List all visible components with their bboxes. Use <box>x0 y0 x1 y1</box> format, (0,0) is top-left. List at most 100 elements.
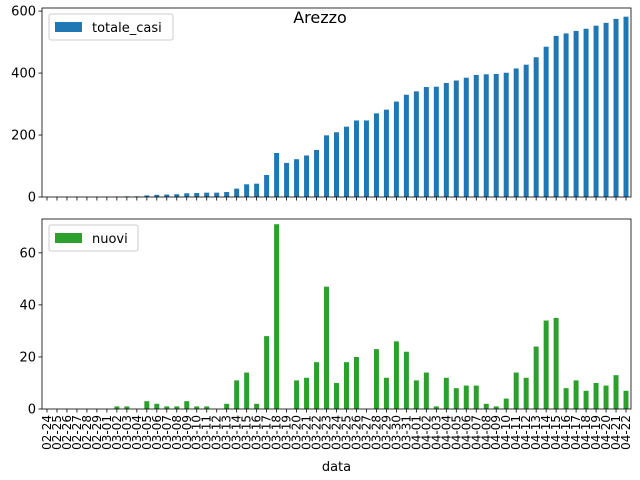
bar-nuovi-03-23 <box>324 286 330 409</box>
bar-totale_casi-04-16 <box>563 33 569 197</box>
bar-totale_casi-04-02 <box>423 87 429 197</box>
bar-nuovi-03-31 <box>403 351 409 409</box>
legend-label: nuovi <box>92 232 128 247</box>
x-tick-label: 03-17 <box>260 415 274 450</box>
x-tick-label: 03-07 <box>160 415 174 450</box>
bar-totale_casi-04-22 <box>623 16 629 198</box>
x-tick-label: 03-04 <box>130 415 144 450</box>
bar-totale_casi-03-28 <box>373 113 379 197</box>
bar-totale_casi-04-11 <box>513 68 519 197</box>
x-tick-label: 03-10 <box>190 415 204 450</box>
x-tick-label: 04-02 <box>419 415 433 450</box>
bar-nuovi-03-22 <box>314 362 320 409</box>
bar-nuovi-04-03 <box>433 406 439 409</box>
bar-totale_casi-03-09 <box>184 193 190 197</box>
x-tick-label: 03-03 <box>120 415 134 450</box>
bar-totale_casi-04-21 <box>613 18 619 198</box>
x-tick-label: 03-30 <box>389 415 403 450</box>
x-tick-label: 03-14 <box>230 415 244 450</box>
x-tick-label: 03-29 <box>379 415 393 450</box>
bar-totale_casi-03-10 <box>194 192 200 197</box>
x-tick-label: 04-05 <box>449 415 463 450</box>
x-tick-label: 03-26 <box>349 415 363 450</box>
bar-nuovi-03-08 <box>174 406 180 409</box>
bar-totale_casi-04-19 <box>593 25 599 197</box>
x-tick-label: 03-05 <box>140 415 154 450</box>
x-tick-label: 04-20 <box>599 415 613 450</box>
bar-totale_casi-03-11 <box>204 192 210 197</box>
bar-nuovi-04-07 <box>473 385 479 409</box>
bar-nuovi-04-17 <box>573 380 579 409</box>
bar-nuovi-04-05 <box>453 388 459 409</box>
bar-totale_casi-04-05 <box>453 80 459 197</box>
panel-2: 020406002-2402-2502-2602-2702-2802-2903-… <box>19 218 633 475</box>
bar-nuovi-04-16 <box>563 388 569 409</box>
bar-nuovi-03-16 <box>254 403 260 409</box>
x-tick-label: 03-28 <box>369 415 383 450</box>
x-tick-label: 03-19 <box>280 415 294 450</box>
bar-totale_casi-04-07 <box>473 74 479 197</box>
x-tick-label: 02-26 <box>60 415 74 450</box>
x-tick-label: 03-24 <box>330 415 344 450</box>
x-tick-label: 04-04 <box>439 415 453 450</box>
y-tick-label: 600 <box>11 5 36 20</box>
bar-totale_casi-03-17 <box>264 175 270 197</box>
bar-totale_casi-04-01 <box>413 91 419 197</box>
x-tick-label: 04-17 <box>569 415 583 450</box>
x-tick-label: 03-27 <box>359 415 373 450</box>
x-tick-label: 02-27 <box>70 415 84 450</box>
bar-nuovi-03-21 <box>304 377 310 409</box>
x-tick-label: 03-09 <box>180 415 194 450</box>
bar-nuovi-03-05 <box>144 401 150 409</box>
bar-nuovi-04-08 <box>483 403 489 409</box>
bar-nuovi-04-11 <box>513 372 519 409</box>
bar-totale_casi-04-04 <box>443 82 449 197</box>
bar-nuovi-03-13 <box>224 403 230 409</box>
x-tick-label: 04-16 <box>559 415 573 450</box>
bar-totale_casi-03-14 <box>234 188 240 197</box>
bar-totale_casi-03-16 <box>254 183 260 197</box>
x-tick-label: 02-24 <box>40 415 54 450</box>
x-tick-label: 04-18 <box>579 415 593 450</box>
x-tick-label: 03-20 <box>290 415 304 450</box>
bar-totale_casi-03-06 <box>154 194 160 197</box>
bar-totale_casi-03-18 <box>274 153 280 197</box>
x-tick-label: 02-28 <box>80 415 94 450</box>
bar-totale_casi-04-09 <box>493 74 499 197</box>
bar-totale_casi-04-15 <box>553 35 559 197</box>
figure-title: Arezzo <box>293 8 347 27</box>
bar-totale_casi-03-26 <box>353 120 359 197</box>
x-tick-label: 03-13 <box>220 415 234 450</box>
x-tick-label: 04-01 <box>409 415 423 450</box>
bar-nuovi-04-06 <box>463 385 469 409</box>
bar-nuovi-03-25 <box>343 362 349 409</box>
bar-nuovi-04-02 <box>423 372 429 409</box>
bar-totale_casi-04-13 <box>533 57 539 198</box>
bar-totale_casi-04-06 <box>463 77 469 197</box>
legend-swatch <box>55 233 82 243</box>
bar-nuovi-04-21 <box>613 375 619 409</box>
x-tick-label: 02-25 <box>50 415 64 450</box>
bar-nuovi-03-10 <box>194 406 200 409</box>
bar-nuovi-04-10 <box>503 398 509 409</box>
bar-totale_casi-03-12 <box>214 192 220 197</box>
x-tick-label: 03-23 <box>320 415 334 450</box>
y-tick-label: 0 <box>28 403 36 418</box>
bar-nuovi-03-17 <box>264 336 270 409</box>
x-tick-label: 04-08 <box>479 415 493 450</box>
y-tick-label: 20 <box>19 350 36 365</box>
bar-nuovi-03-07 <box>164 406 170 409</box>
x-tick-label: 04-03 <box>429 415 443 450</box>
bar-nuovi-04-13 <box>533 346 539 409</box>
bar-totale_casi-03-05 <box>144 195 150 197</box>
bar-nuovi-03-11 <box>204 406 210 409</box>
x-tick-label: 03-21 <box>300 415 314 450</box>
bar-nuovi-04-01 <box>413 380 419 409</box>
x-axis-label: data <box>322 460 351 475</box>
x-tick-label: 04-14 <box>539 415 553 450</box>
x-tick-label: 04-15 <box>549 415 563 450</box>
y-tick-label: 60 <box>19 246 36 261</box>
bar-nuovi-03-24 <box>334 382 339 409</box>
bar-totale_casi-03-30 <box>393 101 399 197</box>
